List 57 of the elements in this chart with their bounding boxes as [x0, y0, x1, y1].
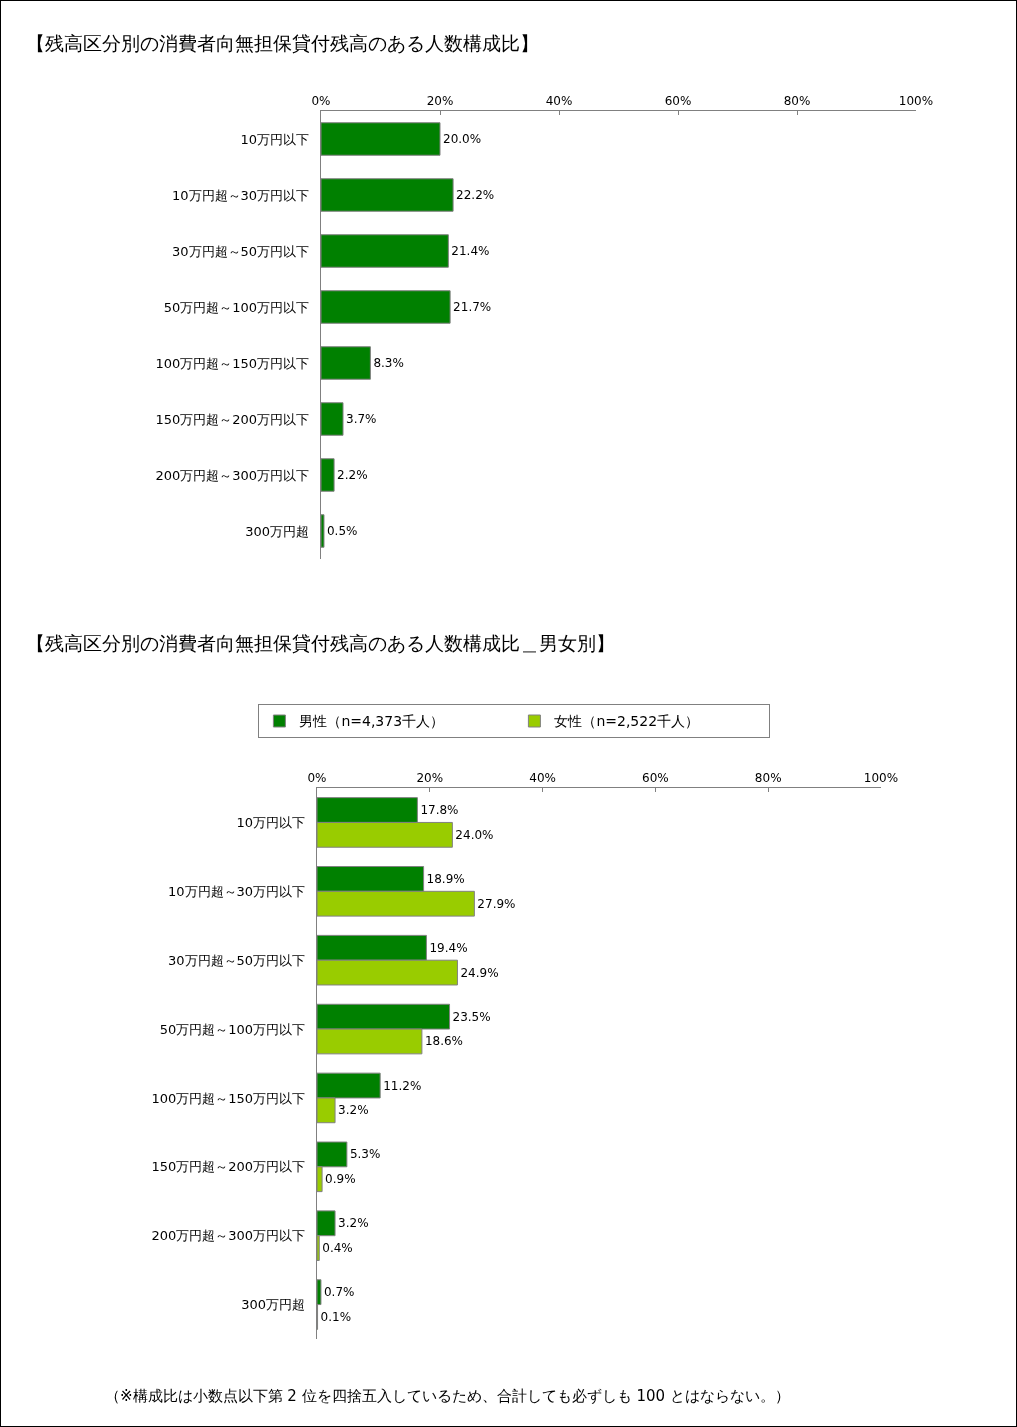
- x-tick-label: 60%: [642, 771, 669, 786]
- x-tick-label: 0%: [311, 94, 331, 109]
- legend-label: 女性（n=2,522千人）: [554, 713, 700, 730]
- data-label: 17.8%: [420, 803, 459, 818]
- legend-label: 男性（n=4,373千人）: [299, 713, 445, 730]
- data-label: 0.9%: [325, 1172, 356, 1187]
- x-tick-label: 40%: [529, 771, 556, 786]
- data-label: 2.2%: [337, 468, 368, 482]
- y-tick-label: 50万円超～100万円以下: [159, 1021, 314, 1037]
- y-tick-label: 10万円以下: [236, 814, 314, 830]
- y-tick-label: 150万円超～200万円以下: [151, 1159, 314, 1175]
- data-label: 11.2%: [383, 1078, 422, 1093]
- x-tick-label: 100%: [863, 771, 899, 786]
- text: （※構成比は小数点以下第 2 位を四捨五入しているため、合計しても必ずしも 100 とはならない。）: [105, 1387, 790, 1405]
- data-label: 23.5%: [452, 1009, 491, 1024]
- data-label: 3.2%: [338, 1216, 369, 1231]
- data-label: 20.0%: [443, 132, 482, 146]
- data-label: 3.2%: [338, 1103, 369, 1118]
- y-tick-label: 100万円超～150万円以下: [155, 355, 318, 371]
- data-label: 18.6%: [424, 1034, 464, 1049]
- data-label: 24.0%: [455, 827, 494, 842]
- x-tick-label: 80%: [754, 771, 782, 786]
- y-tick-label: 10万円以下: [240, 131, 318, 147]
- data-label: 0.4%: [322, 1241, 353, 1256]
- data-label: 18.9%: [426, 871, 465, 886]
- y-tick-label: 300万円超: [245, 523, 318, 539]
- y-tick-label: 100万円超～150万円以下: [151, 1090, 314, 1106]
- y-tick-label: 200万円超～300万円以下: [155, 467, 318, 483]
- data-label: 5.3%: [349, 1147, 381, 1162]
- data-label: 21.7%: [453, 300, 492, 314]
- data-label: 3.7%: [346, 412, 377, 426]
- chart-title: 【残高区分別の消費者向無担保貸付残高のある人数構成比】: [26, 31, 540, 54]
- x-tick-label: 20%: [416, 771, 444, 786]
- chart-title: 【残高区分別の消費者向無担保貸付残高のある人数構成比＿男女別】: [26, 631, 616, 654]
- y-tick-label: 10万円超～30万円以下: [168, 883, 314, 899]
- x-tick-label: 100%: [898, 94, 934, 109]
- data-label: 0.1%: [320, 1309, 352, 1324]
- data-label: 0.7%: [323, 1285, 355, 1300]
- x-tick-label: 60%: [664, 94, 692, 109]
- y-tick-label: 50万円超～100万円以下: [163, 299, 318, 315]
- x-tick-label: 0%: [307, 771, 327, 786]
- y-tick-label: 300万円超: [241, 1297, 314, 1313]
- y-tick-label: 30万円超～50万円以下: [168, 952, 314, 968]
- x-tick-label: 80%: [783, 94, 811, 109]
- data-label: 27.9%: [477, 896, 516, 911]
- y-tick-label: 30万円超～50万円以下: [172, 243, 318, 259]
- x-tick-label: 20%: [426, 94, 454, 109]
- y-tick-label: 200万円超～300万円以下: [151, 1228, 314, 1244]
- data-label: 22.2%: [456, 188, 495, 202]
- data-label: 19.4%: [429, 940, 468, 955]
- x-tick-label: 40%: [545, 94, 573, 109]
- data-label: 21.4%: [451, 244, 490, 258]
- data-label: 0.5%: [326, 524, 358, 538]
- data-label: 24.9%: [460, 965, 499, 980]
- y-tick-label: 10万円超～30万円以下: [172, 187, 318, 203]
- y-tick-label: 150万円超～200万円以下: [155, 411, 318, 427]
- data-label: 8.3%: [373, 356, 404, 370]
